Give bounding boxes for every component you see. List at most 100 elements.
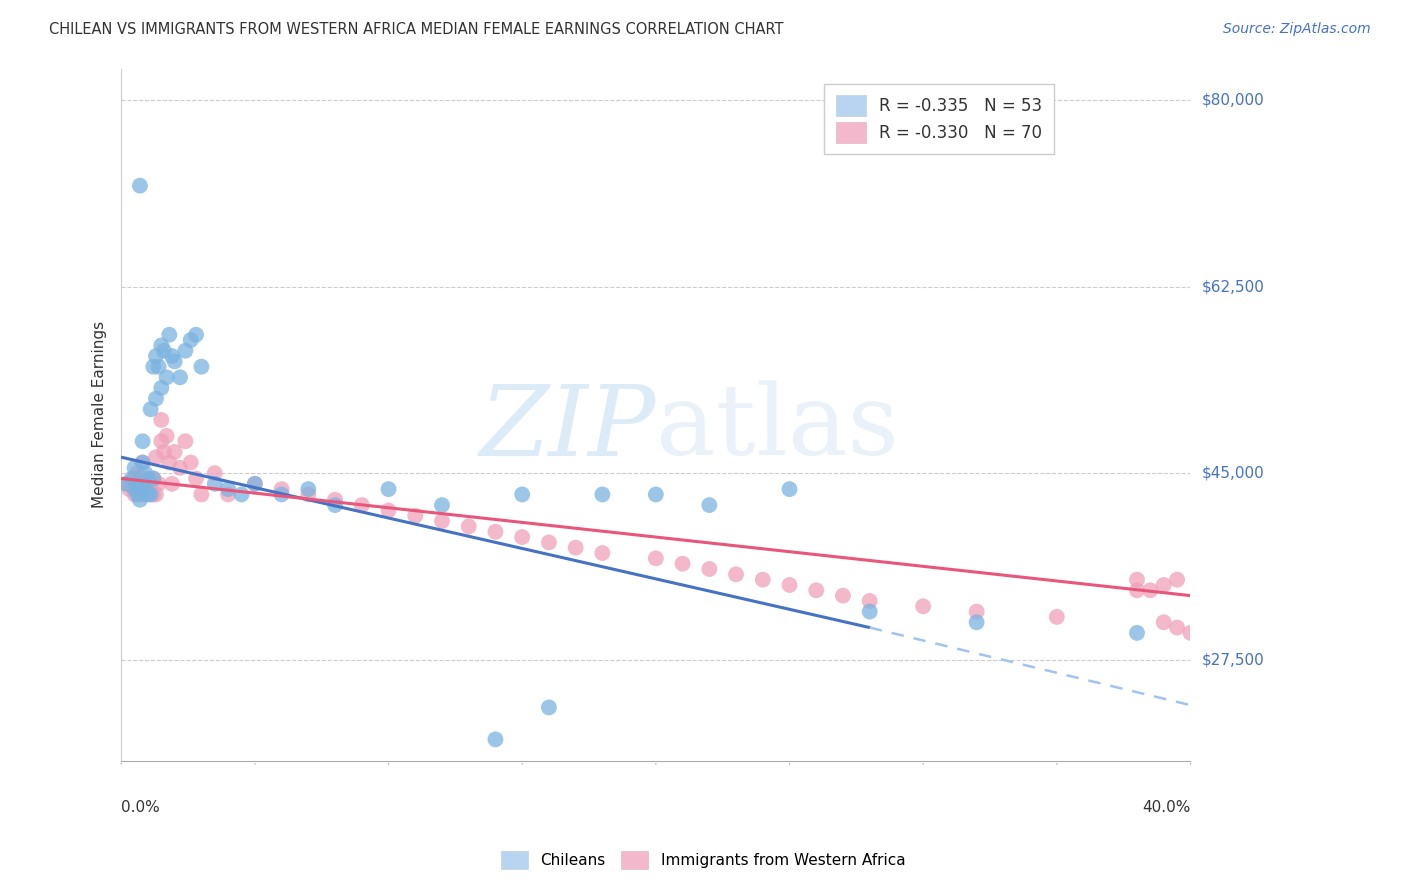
Point (377, 482, 399, 496)
Point (139, 487, 162, 501)
Point (131, 456, 153, 470)
Point (136, 471, 159, 485)
Point (1126, 626, 1149, 640)
Point (591, 487, 613, 501)
Point (457, 519, 479, 533)
Point (779, 578, 801, 592)
Point (297, 482, 319, 496)
Point (537, 535, 560, 549)
Point (204, 476, 226, 491)
Point (323, 498, 346, 512)
Point (134, 487, 156, 501)
Point (129, 476, 152, 491)
Text: $62,500: $62,500 (1202, 279, 1264, 294)
Point (966, 605, 988, 619)
Legend: Chileans, Immigrants from Western Africa: Chileans, Immigrants from Western Africa (495, 845, 911, 875)
Point (1166, 573, 1188, 587)
Point (121, 476, 143, 491)
Point (131, 456, 153, 470)
Point (156, 370, 179, 384)
Point (129, 482, 152, 496)
Point (139, 482, 162, 496)
Point (270, 482, 292, 496)
Point (217, 482, 239, 496)
Point (912, 599, 935, 614)
Point (150, 413, 173, 427)
Point (148, 476, 170, 491)
Point (184, 327, 207, 342)
Point (832, 589, 855, 603)
Point (163, 354, 186, 368)
Point (484, 732, 506, 747)
Point (145, 450, 167, 465)
Point (859, 594, 882, 608)
Point (174, 434, 197, 449)
Point (157, 327, 180, 342)
Point (174, 343, 197, 358)
Point (644, 487, 666, 501)
Point (134, 466, 156, 480)
Point (124, 487, 146, 501)
Point (136, 476, 159, 491)
Point (537, 700, 560, 714)
Point (139, 476, 162, 491)
Point (430, 514, 453, 528)
Point (697, 498, 720, 512)
Point (134, 471, 156, 485)
Point (297, 487, 319, 501)
Point (377, 503, 399, 517)
Point (644, 551, 666, 566)
Point (806, 583, 828, 598)
Point (430, 498, 453, 512)
Point (169, 460, 191, 475)
Point (1153, 578, 1175, 592)
Text: $45,000: $45,000 (1202, 466, 1264, 481)
Text: $80,000: $80,000 (1202, 93, 1264, 108)
Text: 40.0%: 40.0% (1142, 799, 1191, 814)
Point (150, 338, 173, 352)
Point (231, 487, 253, 501)
Point (1126, 583, 1149, 598)
Text: atlas: atlas (655, 381, 898, 476)
Point (859, 605, 882, 619)
Point (142, 471, 165, 485)
Point (217, 487, 239, 501)
Point (779, 482, 801, 496)
Point (129, 471, 152, 485)
Point (243, 476, 266, 491)
Point (190, 487, 212, 501)
Point (591, 546, 613, 560)
Point (142, 487, 165, 501)
Point (121, 471, 143, 485)
Point (142, 471, 165, 485)
Legend: R = -0.335   N = 53, R = -0.330   N = 70: R = -0.335 N = 53, R = -0.330 N = 70 (824, 84, 1054, 154)
Point (323, 492, 346, 507)
Text: CHILEAN VS IMMIGRANTS FROM WESTERN AFRICA MEDIAN FEMALE EARNINGS CORRELATION CHA: CHILEAN VS IMMIGRANTS FROM WESTERN AFRIC… (49, 22, 783, 37)
Point (127, 487, 149, 501)
Point (131, 434, 153, 449)
Point (484, 524, 506, 539)
Text: ZIP: ZIP (479, 381, 655, 476)
Point (145, 392, 167, 406)
Point (510, 487, 533, 501)
Point (150, 434, 173, 449)
Point (124, 482, 146, 496)
Point (510, 530, 533, 544)
Point (180, 333, 202, 347)
Point (1166, 621, 1188, 635)
Point (131, 476, 153, 491)
Point (124, 460, 146, 475)
Point (350, 498, 373, 512)
Point (145, 349, 167, 363)
Point (115, 476, 138, 491)
Point (129, 492, 152, 507)
Point (153, 343, 176, 358)
Point (1139, 583, 1161, 598)
Point (190, 359, 212, 374)
Point (124, 471, 146, 485)
Point (127, 476, 149, 491)
Point (136, 482, 159, 496)
Point (163, 445, 186, 459)
Point (160, 349, 183, 363)
Point (1153, 615, 1175, 630)
